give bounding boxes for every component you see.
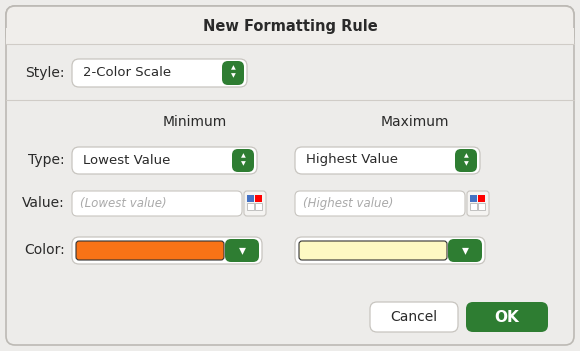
Text: Maximum: Maximum bbox=[380, 115, 450, 129]
Bar bbox=[478, 195, 485, 202]
FancyBboxPatch shape bbox=[455, 149, 477, 172]
Text: Value:: Value: bbox=[22, 196, 65, 210]
Text: (Highest value): (Highest value) bbox=[303, 197, 393, 210]
FancyBboxPatch shape bbox=[72, 59, 247, 87]
Text: ▾: ▾ bbox=[238, 243, 245, 257]
FancyBboxPatch shape bbox=[6, 6, 574, 345]
FancyBboxPatch shape bbox=[76, 241, 224, 260]
Text: ▼: ▼ bbox=[463, 161, 469, 166]
FancyBboxPatch shape bbox=[295, 237, 485, 264]
FancyBboxPatch shape bbox=[232, 149, 254, 172]
Bar bbox=[470, 203, 477, 210]
FancyBboxPatch shape bbox=[72, 237, 262, 264]
Text: ▲: ▲ bbox=[231, 66, 235, 71]
Text: (Lowest value): (Lowest value) bbox=[80, 197, 166, 210]
Text: ▲: ▲ bbox=[463, 153, 469, 159]
Bar bbox=[255, 203, 262, 210]
Bar bbox=[247, 195, 254, 202]
FancyBboxPatch shape bbox=[299, 241, 447, 260]
Text: Style:: Style: bbox=[26, 66, 65, 80]
Text: ▼: ▼ bbox=[241, 161, 245, 166]
FancyBboxPatch shape bbox=[448, 239, 482, 262]
Text: ▾: ▾ bbox=[462, 243, 469, 257]
FancyBboxPatch shape bbox=[295, 191, 465, 216]
Bar bbox=[247, 203, 254, 210]
FancyBboxPatch shape bbox=[72, 191, 242, 216]
Text: 2-Color Scale: 2-Color Scale bbox=[83, 66, 171, 79]
FancyBboxPatch shape bbox=[244, 191, 266, 216]
Text: Highest Value: Highest Value bbox=[306, 153, 398, 166]
Bar bbox=[470, 195, 477, 202]
Text: New Formatting Rule: New Formatting Rule bbox=[202, 19, 378, 33]
FancyBboxPatch shape bbox=[467, 191, 489, 216]
Bar bbox=[255, 195, 262, 202]
FancyBboxPatch shape bbox=[466, 302, 548, 332]
FancyBboxPatch shape bbox=[222, 61, 244, 85]
FancyBboxPatch shape bbox=[72, 147, 257, 174]
FancyBboxPatch shape bbox=[225, 239, 259, 262]
Text: ▲: ▲ bbox=[241, 153, 245, 159]
Text: Lowest Value: Lowest Value bbox=[83, 153, 171, 166]
Bar bbox=[478, 203, 485, 210]
Text: ▼: ▼ bbox=[231, 73, 235, 79]
Text: Minimum: Minimum bbox=[163, 115, 227, 129]
FancyBboxPatch shape bbox=[6, 6, 574, 44]
Text: Color:: Color: bbox=[24, 243, 65, 257]
Text: OK: OK bbox=[495, 310, 519, 325]
FancyBboxPatch shape bbox=[370, 302, 458, 332]
Text: Cancel: Cancel bbox=[390, 310, 437, 324]
FancyBboxPatch shape bbox=[295, 147, 480, 174]
Bar bbox=[6, 28, 574, 44]
Text: Type:: Type: bbox=[28, 153, 65, 167]
